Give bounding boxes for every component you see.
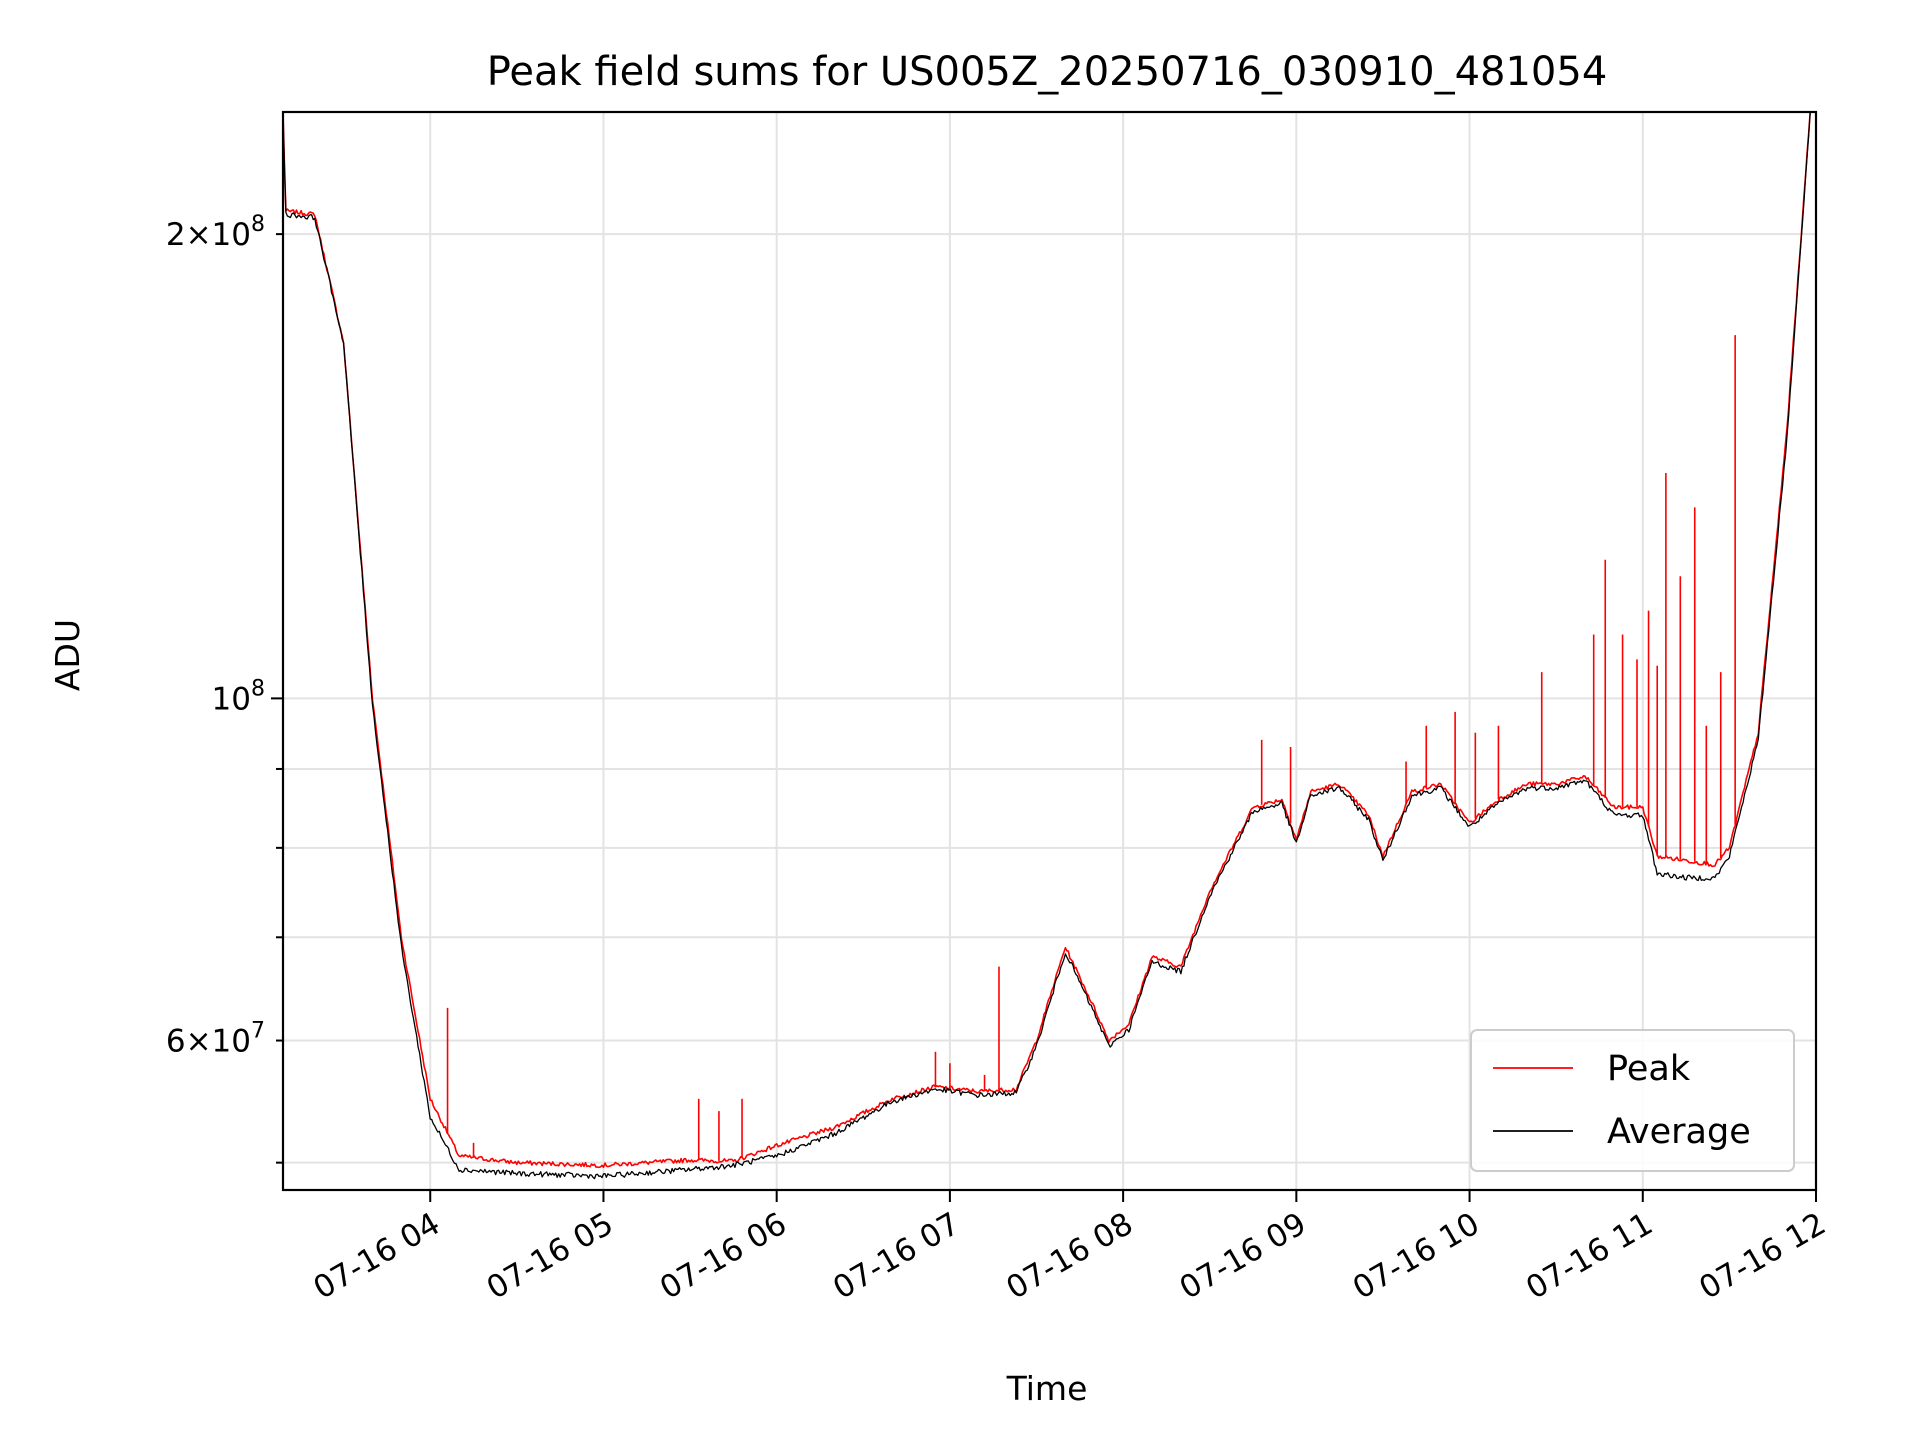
- chart-title: Peak field sums for US005Z_20250716_0309…: [487, 49, 1608, 95]
- y-axis-label: ADU: [48, 619, 87, 691]
- y-tick-label: 2×108: [166, 212, 265, 253]
- legend-box: [1470, 1029, 1795, 1172]
- y-tick-base: 10: [212, 681, 251, 717]
- plot-frame: [281, 110, 1818, 1192]
- series-line-peak: [283, 112, 1811, 1169]
- y-tick-label: 6×107: [166, 1019, 265, 1060]
- y-tick-exponent: 8: [251, 676, 265, 701]
- series-line-average: [283, 112, 1811, 1180]
- y-tick-base: 10: [212, 217, 251, 253]
- legend-label-peak: Peak: [1607, 1049, 1691, 1089]
- legend: Peak Average: [1470, 1029, 1795, 1172]
- x-axis-label: Time: [1006, 1369, 1088, 1408]
- y-tick-times: ×: [186, 217, 212, 253]
- y-tick-exponent: 8: [251, 212, 265, 237]
- legend-label-average: Average: [1607, 1112, 1751, 1152]
- y-tick-times: ×: [186, 1024, 212, 1060]
- plot-series: [283, 112, 1811, 1180]
- y-tick-mantissa: 6: [166, 1024, 186, 1060]
- y-tick-exponent: 7: [251, 1019, 265, 1044]
- y-tick-mantissa: 2: [166, 217, 186, 253]
- y-tick-label: 108: [212, 676, 265, 717]
- y-tick-base: 10: [212, 1024, 251, 1060]
